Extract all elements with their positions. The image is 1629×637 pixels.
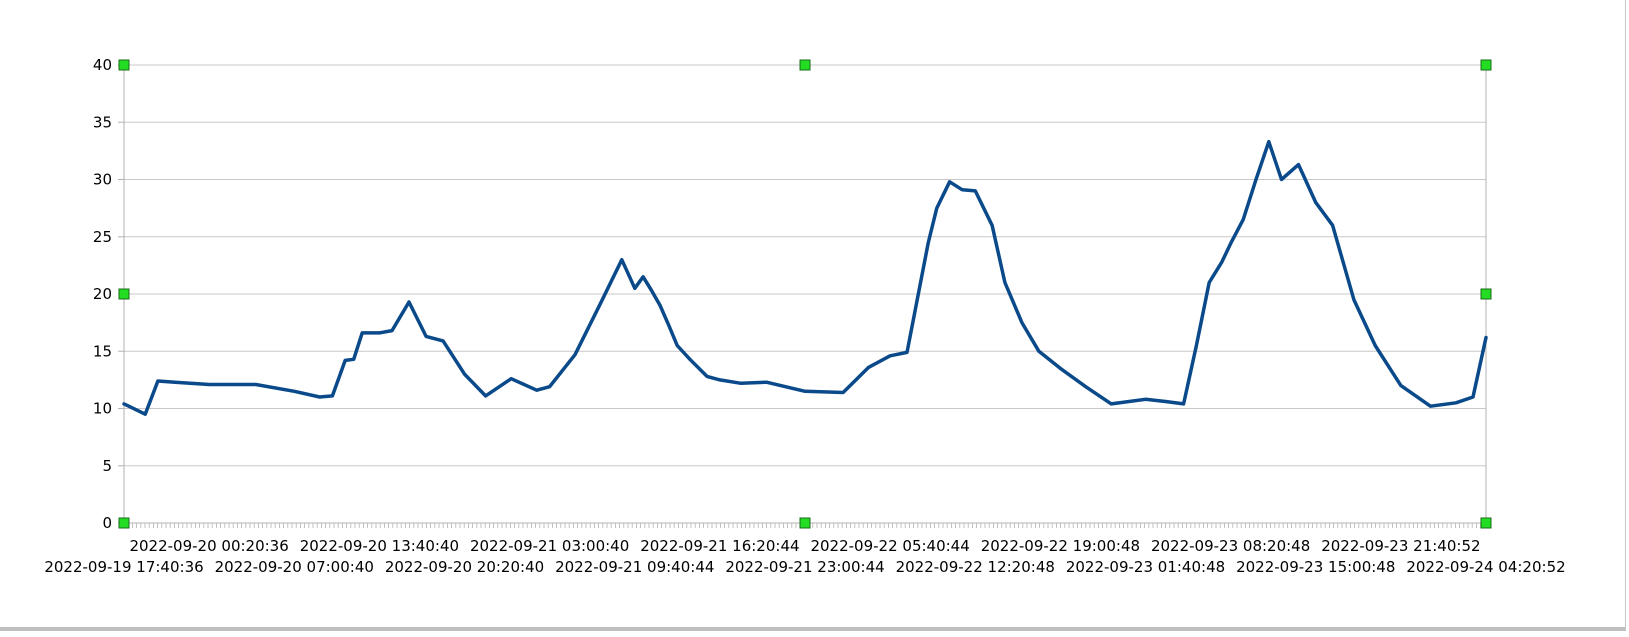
x-tick-label: 2022-09-23 21:40:52 <box>1321 537 1480 555</box>
x-tick-label: 2022-09-22 05:40:44 <box>810 537 969 555</box>
selection-handle[interactable] <box>118 59 130 71</box>
x-tick-label: 2022-09-22 19:00:48 <box>981 537 1140 555</box>
x-tick-label: 2022-09-23 08:20:48 <box>1151 537 1310 555</box>
selection-handle[interactable] <box>1480 288 1492 300</box>
x-tick-label: 2022-09-21 03:00:40 <box>470 537 629 555</box>
selection-handle[interactable] <box>1480 59 1492 71</box>
selection-handle[interactable] <box>799 517 811 529</box>
x-tick-label: 2022-09-21 23:00:44 <box>725 558 884 576</box>
x-tick-label: 2022-09-20 07:00:40 <box>215 558 374 576</box>
x-tick-label: 2022-09-23 15:00:48 <box>1236 558 1395 576</box>
selection-handle[interactable] <box>1480 517 1492 529</box>
y-tick-label: 40 <box>93 56 112 74</box>
x-tick-label: 2022-09-22 12:20:48 <box>896 558 1055 576</box>
x-tick-label: 2022-09-19 17:40:36 <box>44 558 203 576</box>
y-tick-label: 25 <box>93 228 112 246</box>
x-tick-label: 2022-09-24 04:20:52 <box>1406 558 1565 576</box>
y-tick-label: 30 <box>93 171 112 189</box>
selection-handle[interactable] <box>118 288 130 300</box>
gridlines <box>118 64 1486 524</box>
x-tick-label: 2022-09-21 16:20:44 <box>640 537 799 555</box>
selection-handles[interactable] <box>118 59 1492 529</box>
selection-handle[interactable] <box>799 59 811 71</box>
x-tick-label: 2022-09-20 00:20:36 <box>129 537 288 555</box>
x-tick-label: 2022-09-20 20:20:40 <box>385 558 544 576</box>
x-tick-label: 2022-09-20 13:40:40 <box>300 537 459 555</box>
y-tick-label: 5 <box>102 457 112 475</box>
y-tick-label: 15 <box>93 342 112 360</box>
x-tick-label: 2022-09-21 09:40:44 <box>555 558 714 576</box>
y-tick-label: 20 <box>93 285 112 303</box>
x-axis-tick-labels: 2022-09-20 00:20:36 2022-09-20 13:40:40 20… <box>44 537 1565 576</box>
selection-handle[interactable] <box>118 517 130 529</box>
x-tick-label: 2022-09-23 01:40:48 <box>1066 558 1225 576</box>
y-tick-label: 0 <box>102 514 112 532</box>
series-line <box>122 139 1488 416</box>
y-tick-label: 35 <box>93 113 112 131</box>
y-axis-tick-labels: 0 5 10 15 20 25 30 35 40 <box>93 56 112 532</box>
y-tick-label: 10 <box>93 400 112 418</box>
